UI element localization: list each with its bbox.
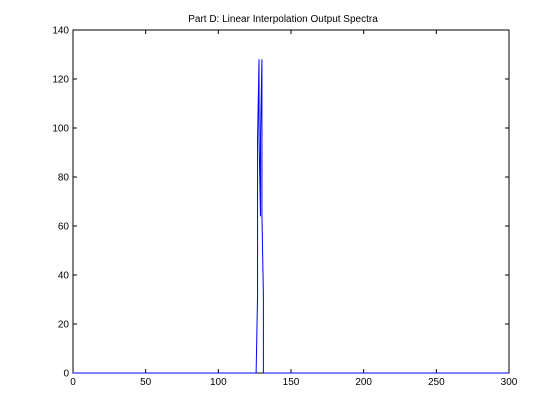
- x-axis: 0 50 100 150 200 250 300: [70, 30, 518, 388]
- x-tick-label: 50: [140, 377, 152, 388]
- y-tick-label: 100: [52, 124, 69, 135]
- plot-area: [72, 29, 510, 374]
- x-tick-label: 100: [210, 377, 227, 388]
- y-tick-label: 60: [58, 222, 70, 233]
- x-tick-label: 0: [70, 377, 76, 388]
- plot-frame: [72, 29, 510, 374]
- x-tick-label: 150: [283, 377, 300, 388]
- y-tick-label: 40: [58, 271, 70, 282]
- series-line-0: [73, 59, 509, 374]
- y-tick-label: 80: [58, 173, 70, 184]
- y-tick-label: 140: [52, 26, 69, 37]
- y-axis: 0 20 40 60 80 100 120 140: [52, 26, 509, 380]
- y-tick-label: 0: [63, 369, 69, 380]
- y-tick-label: 20: [58, 320, 70, 331]
- x-tick-label: 200: [355, 377, 372, 388]
- series-layer: [73, 59, 509, 374]
- x-tick-label: 250: [428, 377, 445, 388]
- chart-title: Part D: Linear Interpolation Output Spec…: [188, 14, 378, 25]
- y-tick-label: 120: [52, 75, 69, 86]
- x-tick-label: 300: [501, 377, 518, 388]
